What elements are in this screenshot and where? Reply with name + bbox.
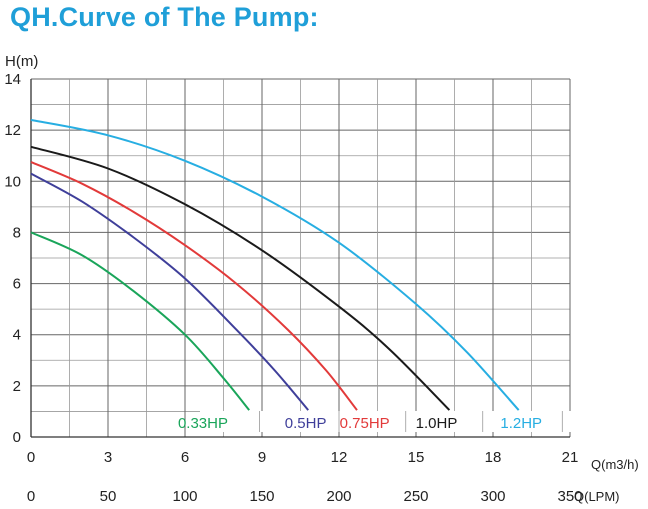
curve-0-75hp: [30, 161, 358, 411]
x2-tick-label: 50: [100, 488, 117, 505]
y-tick-label: 0: [13, 429, 21, 446]
y-tick-label: 8: [13, 224, 21, 241]
y-axis-label: H(m): [5, 53, 38, 70]
x2-tick-label: 100: [172, 488, 197, 505]
x2-tick-label: 250: [403, 488, 428, 505]
x2-tick-label: 150: [249, 488, 274, 505]
chart-labels: 0 2 4 6 8 10 12 14 0 3 6 9 12 15 18 21 0 50 100 150 200 250 30…: [4, 53, 638, 505]
chart-grid: [30, 78, 571, 438]
page-title: QH.Curve of The Pump:: [10, 2, 319, 32]
y-tick-label: 2: [13, 378, 21, 395]
curve-label: 1.2HP: [500, 415, 542, 432]
x-tick-label: 6: [181, 449, 189, 466]
legend-backdrop: [200, 411, 572, 432]
curve-label: 1.0HP: [416, 415, 458, 432]
x-tick-label: 3: [104, 449, 112, 466]
chart-curves: [30, 118, 572, 432]
curve-label: 0.5HP: [285, 415, 327, 432]
x-axis-label: Q(m3/h): [591, 457, 639, 472]
y-tick-label: 6: [13, 276, 21, 293]
x-tick-label: 0: [27, 449, 35, 466]
curve-1-2hp: [30, 118, 520, 411]
x2-tick-label: 0: [27, 488, 35, 505]
x-tick-label: 15: [408, 449, 425, 466]
x2-tick-label: 200: [326, 488, 351, 505]
curve-label: 0.75HP: [340, 415, 390, 432]
x2-tick-label: 350: [557, 488, 582, 505]
x-tick-label: 9: [258, 449, 266, 466]
curve-0-5hp: [30, 172, 309, 411]
x2-axis-label: Q(LPM): [574, 489, 620, 504]
y-tick-label: 12: [4, 122, 21, 139]
x-tick-label: 21: [562, 449, 579, 466]
curve-0-33hp: [30, 231, 250, 411]
curve-1-0hp: [30, 145, 451, 411]
x-tick-label: 18: [485, 449, 502, 466]
y-tick-label: 10: [4, 173, 21, 190]
curve-label: 0.33HP: [178, 415, 228, 432]
x2-tick-label: 300: [480, 488, 505, 505]
x-tick-label: 12: [331, 449, 348, 466]
y-tick-label: 4: [13, 327, 21, 344]
y-tick-label: 14: [4, 71, 21, 88]
